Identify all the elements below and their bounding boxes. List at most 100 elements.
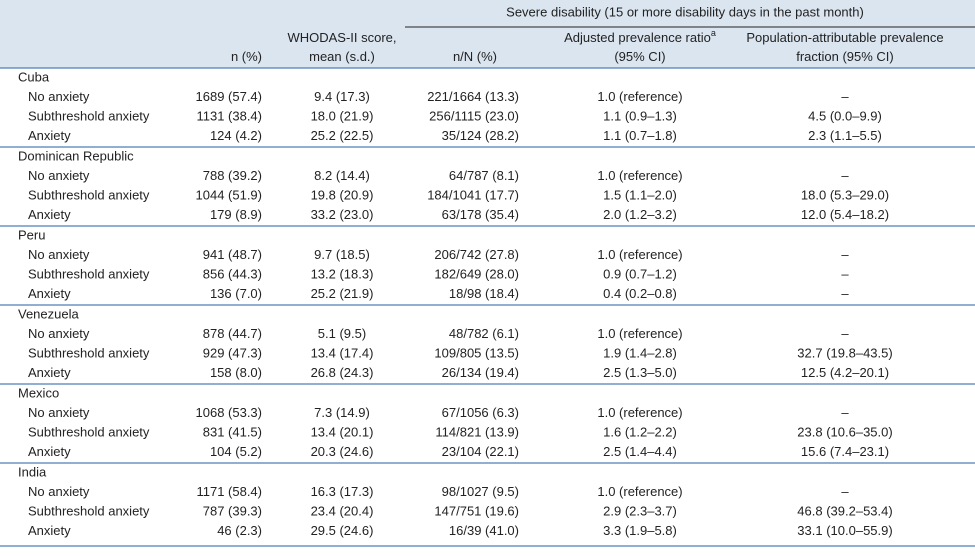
cell: 1.1 (0.9–1.3) bbox=[603, 109, 677, 124]
country-name: Mexico bbox=[18, 385, 59, 400]
country-name: Cuba bbox=[18, 69, 50, 84]
cell: – bbox=[841, 247, 849, 262]
row-label: No anxiety bbox=[28, 247, 90, 262]
cell: 878 (44.7) bbox=[203, 326, 262, 341]
column-header-text: Adjusted prevalence ratio bbox=[564, 30, 711, 45]
cell: 33.2 (23.0) bbox=[311, 207, 374, 222]
cell: 114/821 (13.9) bbox=[435, 425, 519, 440]
cell: 1.6 (1.2–2.2) bbox=[603, 425, 677, 440]
country-name: India bbox=[18, 464, 47, 479]
row-label: Subthreshold anxiety bbox=[28, 346, 150, 361]
cell: 788 (39.2) bbox=[203, 168, 262, 183]
cell: 1.0 (reference) bbox=[597, 405, 682, 420]
row-label: Subthreshold anxiety bbox=[28, 188, 150, 203]
cell: 1131 (38.4) bbox=[196, 109, 262, 124]
cell: 13.2 (18.3) bbox=[311, 267, 374, 282]
row-label: Anxiety bbox=[28, 128, 71, 143]
cell: 136 (7.0) bbox=[210, 286, 262, 301]
cell: 109/805 (13.5) bbox=[434, 346, 519, 361]
cell: 1.0 (reference) bbox=[597, 168, 682, 183]
cell: – bbox=[841, 168, 849, 183]
cell: 179 (8.9) bbox=[210, 207, 262, 222]
column-header: n (%) bbox=[231, 49, 262, 64]
cell: 12.5 (4.2–20.1) bbox=[801, 365, 889, 380]
cell: 2.5 (1.4–4.4) bbox=[603, 444, 677, 459]
cell: 35/124 (28.2) bbox=[442, 128, 519, 143]
row-label: Subthreshold anxiety bbox=[28, 425, 150, 440]
cell: 29.5 (24.6) bbox=[311, 523, 374, 538]
cell: 929 (47.3) bbox=[203, 346, 262, 361]
cell: 67/1056 (6.3) bbox=[442, 405, 519, 420]
cell: 104 (5.2) bbox=[210, 444, 262, 459]
cell: 2.9 (2.3–3.7) bbox=[603, 504, 677, 519]
cell: 1.9 (1.4–2.8) bbox=[603, 346, 677, 361]
row-label: Anxiety bbox=[28, 286, 71, 301]
row-label: No anxiety bbox=[28, 484, 90, 499]
cell: 16.3 (17.3) bbox=[311, 484, 374, 499]
cell: 8.2 (14.4) bbox=[314, 168, 370, 183]
cell: 1171 (58.4) bbox=[196, 484, 262, 499]
cell: 1068 (53.3) bbox=[196, 405, 263, 420]
row-label: Subthreshold anxiety bbox=[28, 504, 150, 519]
cell: 98/1027 (9.5) bbox=[442, 484, 519, 499]
row-label: No anxiety bbox=[28, 405, 90, 420]
cell: 5.1 (9.5) bbox=[318, 326, 366, 341]
column-header: mean (s.d.) bbox=[309, 49, 375, 64]
cell: 26/134 (19.4) bbox=[442, 365, 519, 380]
cell: 256/1115 (23.0) bbox=[429, 109, 519, 124]
column-header-text: n/N (%) bbox=[453, 49, 497, 64]
row-label: Anxiety bbox=[28, 207, 71, 222]
cell: – bbox=[841, 89, 849, 104]
cell: – bbox=[841, 286, 849, 301]
row-label: Subthreshold anxiety bbox=[28, 267, 150, 282]
column-header: Adjusted prevalence ratioa bbox=[564, 28, 716, 45]
cell: – bbox=[841, 484, 849, 499]
cell: 158 (8.0) bbox=[210, 365, 262, 380]
cell: 7.3 (14.9) bbox=[314, 405, 370, 420]
cell: 1.0 (reference) bbox=[597, 484, 682, 499]
column-header-text: Population-attributable prevalence bbox=[746, 30, 943, 45]
superscript: a bbox=[711, 28, 716, 38]
cell: 1.0 (reference) bbox=[597, 89, 682, 104]
cell: 46 (2.3) bbox=[217, 523, 262, 538]
cell: – bbox=[841, 326, 849, 341]
cell: 25.2 (22.5) bbox=[311, 128, 374, 143]
column-header-text: n (%) bbox=[231, 49, 262, 64]
column-header-text: mean (s.d.) bbox=[309, 49, 375, 64]
cell: 147/751 (19.6) bbox=[434, 504, 519, 519]
cell: 32.7 (19.8–43.5) bbox=[797, 346, 892, 361]
cell: 16/39 (41.0) bbox=[449, 523, 519, 538]
cell: 0.9 (0.7–1.2) bbox=[603, 267, 677, 282]
cell: – bbox=[841, 405, 849, 420]
row-label: No anxiety bbox=[28, 168, 90, 183]
row-label: No anxiety bbox=[28, 326, 90, 341]
cell: 124 (4.2) bbox=[210, 128, 262, 143]
cell: 18/98 (18.4) bbox=[449, 286, 519, 301]
cell: 1689 (57.4) bbox=[196, 89, 263, 104]
column-header: WHODAS-II score, bbox=[287, 30, 396, 45]
cell: 1044 (51.9) bbox=[196, 188, 263, 203]
column-header: (95% CI) bbox=[614, 49, 665, 64]
column-header: n/N (%) bbox=[453, 49, 497, 64]
column-header-text: WHODAS-II score, bbox=[287, 30, 396, 45]
cell: 19.8 (20.9) bbox=[311, 188, 374, 203]
cell: 1.1 (0.7–1.8) bbox=[603, 128, 677, 143]
cell: 48/782 (6.1) bbox=[449, 326, 519, 341]
cell: 1.0 (reference) bbox=[597, 326, 682, 341]
cell: – bbox=[841, 267, 849, 282]
cell: 23.4 (20.4) bbox=[311, 504, 374, 519]
cell: 1.0 (reference) bbox=[597, 247, 682, 262]
cell: 63/178 (35.4) bbox=[442, 207, 519, 222]
cell: 3.3 (1.9–5.8) bbox=[603, 523, 677, 538]
header-background bbox=[0, 0, 975, 68]
cell: 941 (48.7) bbox=[203, 247, 262, 262]
country-name: Peru bbox=[18, 227, 45, 242]
column-header-text: fraction (95% CI) bbox=[796, 49, 894, 64]
cell: 206/742 (27.8) bbox=[434, 247, 519, 262]
row-label: No anxiety bbox=[28, 89, 90, 104]
cell: 1.5 (1.1–2.0) bbox=[603, 188, 677, 203]
country-name: Dominican Republic bbox=[18, 148, 134, 163]
cell: 12.0 (5.4–18.2) bbox=[801, 207, 889, 222]
cell: 20.3 (24.6) bbox=[311, 444, 374, 459]
